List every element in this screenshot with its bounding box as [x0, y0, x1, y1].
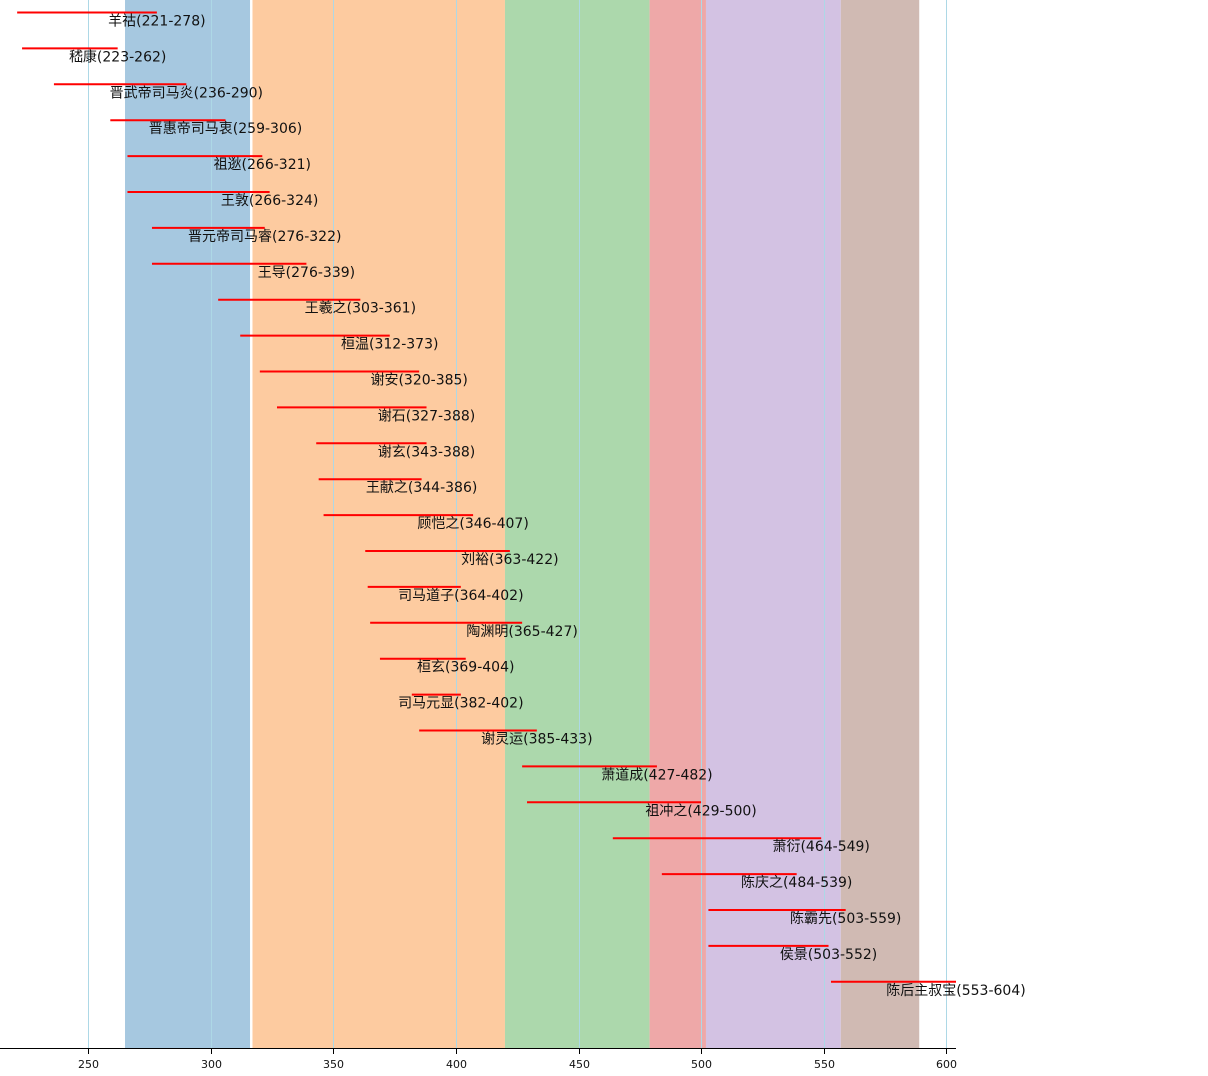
- person-label: 晋惠帝司马衷(259-306): [149, 120, 302, 137]
- person-label: 谢石(327-388): [378, 408, 475, 424]
- person-label: 王导(276-339): [258, 265, 355, 281]
- person-label: 司马元显(382-402): [398, 696, 523, 712]
- x-tick-label: 400: [446, 1058, 467, 1071]
- period-band-3: [504, 0, 650, 1048]
- person-label: 祖逖(266-321): [214, 157, 311, 173]
- person-label: 嵇康(223-262): [69, 48, 166, 65]
- person-label: 顾恺之(346-407): [417, 516, 528, 532]
- person-label: 刘裕(363-422): [461, 552, 558, 568]
- x-tick-label: 600: [936, 1058, 957, 1071]
- period-band-2: [252, 0, 505, 1048]
- x-tick-label: 350: [323, 1058, 344, 1071]
- person-label: 桓玄(369-404): [417, 659, 514, 676]
- x-tick-label: 300: [201, 1058, 222, 1071]
- person-label: 司马道子(364-402): [398, 588, 523, 604]
- lifespan-bars: 羊祜(221-278) 嵇康(223-262) 晋武帝司马炎(236-290) 晋惠帝…: [17, 11, 1026, 999]
- person-label: 陈霸先(503-559): [790, 910, 901, 927]
- x-tick-label: 250: [78, 1058, 99, 1071]
- person-label: 萧道成(427-482): [601, 767, 712, 783]
- period-band-6: [840, 0, 920, 1048]
- person-label: 王献之(344-386): [366, 480, 477, 496]
- x-axis: 250 300 350 400 450 500 550 600: [0, 1048, 957, 1071]
- person-label: 晋武帝司马炎(236-290): [110, 85, 263, 101]
- person-label: 谢玄(343-388): [378, 443, 475, 460]
- person-label: 王敦(266-324): [221, 193, 318, 209]
- person-label: 陈庆之(484-539): [741, 874, 852, 891]
- person-label: 谢安(320-385): [370, 373, 467, 389]
- grid-lines: [88, 0, 947, 1048]
- person-label: 陶渊明(365-427): [466, 624, 577, 640]
- person-label: 谢灵运(385-433): [481, 732, 592, 748]
- period-band-4: [649, 0, 706, 1048]
- person-label: 王羲之(303-361): [305, 301, 416, 317]
- person-label: 侯景(503-552): [780, 947, 877, 963]
- x-tick-label: 500: [691, 1058, 712, 1071]
- person-label: 晋元帝司马睿(276-322): [188, 229, 341, 245]
- person-label: 羊祜(221-278): [108, 14, 205, 30]
- person-label: 祖冲之(429-500): [645, 803, 756, 819]
- person-label: 桓温(312-373): [341, 337, 438, 353]
- person-label: 萧衍(464-549): [772, 839, 869, 855]
- person-label: 陈后主叔宝(553-604): [886, 982, 1025, 999]
- period-band-1: [125, 0, 251, 1048]
- x-tick-label: 550: [814, 1058, 835, 1071]
- x-tick-label: 450: [569, 1058, 590, 1071]
